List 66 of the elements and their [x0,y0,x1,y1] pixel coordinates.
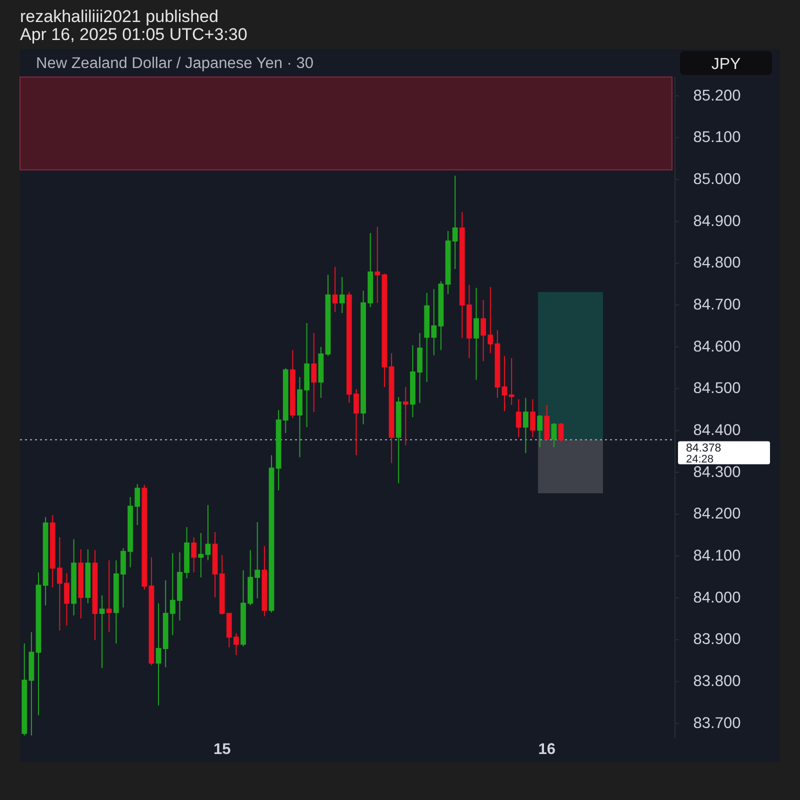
candlestick [205,504,211,561]
candlestick [396,396,402,484]
text: 24:28 [686,454,714,466]
y-tick-label: 84.600 [693,338,742,356]
y-tick-label: 85.100 [693,129,742,146]
candlestick [325,274,331,357]
candlestick [382,273,388,388]
candlestick [494,330,500,398]
ref-line-label: 84.378 [686,442,722,455]
candlestick [212,532,218,598]
candlestick [42,516,48,606]
candlestick [537,414,542,448]
candlestick [374,226,380,304]
y-tick-label: 84.100 [693,548,742,565]
candlestick [508,358,514,406]
y-tick-label: 83.900 [693,631,742,648]
candlestick [85,548,91,604]
candlestick [262,545,268,617]
candlestick [268,454,274,613]
y-tick-label: 84.300 [693,464,742,481]
candlestick [148,556,154,666]
chart-subtitle: Apr 16, 2025 01:05 UTC+3:30 [20,25,248,44]
candlestick [198,532,204,578]
y-tick-label: 84.400 [693,422,742,440]
candlestick [445,230,451,295]
candlestick [551,422,557,448]
candlestick [92,550,98,641]
text: rezakhaliliii2021 published [20,7,218,26]
candlestick [106,560,112,633]
candlestick [474,287,479,380]
candlestick [558,422,564,442]
candlestick [438,280,444,351]
candlestick [388,352,394,464]
candlestick [142,484,148,590]
candlestick [332,266,338,313]
candlestick [402,386,408,446]
y-tick-label: 84.700 [693,296,742,314]
candlestick [544,404,550,440]
candlestick [530,398,536,438]
candlestick [290,350,296,418]
y-tick-label: 83.700 [693,714,742,732]
candlestick [99,594,105,669]
y-tick-label: 85.000 [693,170,742,188]
y-tick-label: 83.800 [693,673,742,690]
candlestick [311,332,317,413]
y-tick-label: 84.500 [693,380,742,398]
y-tick-label: 85.200 [693,87,742,104]
candlestick [71,538,76,616]
candlestick [452,175,458,270]
y-tick-label: 84.000 [693,589,742,606]
text: JPY [711,56,741,73]
candlestick [78,548,84,619]
x-tick-label: 16 [538,741,556,758]
candlestick [523,397,528,454]
candlestick [516,398,522,438]
candlestick [156,602,162,706]
y-tick-label: 84.900 [693,212,742,230]
candlestick [318,346,324,398]
candlestick [502,356,508,412]
candlestick [191,536,197,573]
y-tick-label: 84.800 [693,254,742,272]
candlestick [36,572,42,716]
candlestick [339,276,345,314]
y-tick-label: 84.200 [693,506,742,523]
chart-title: New Zealand Dollar / Japanese Yen · 30 [36,55,314,72]
x-tick-label: 15 [213,741,232,758]
